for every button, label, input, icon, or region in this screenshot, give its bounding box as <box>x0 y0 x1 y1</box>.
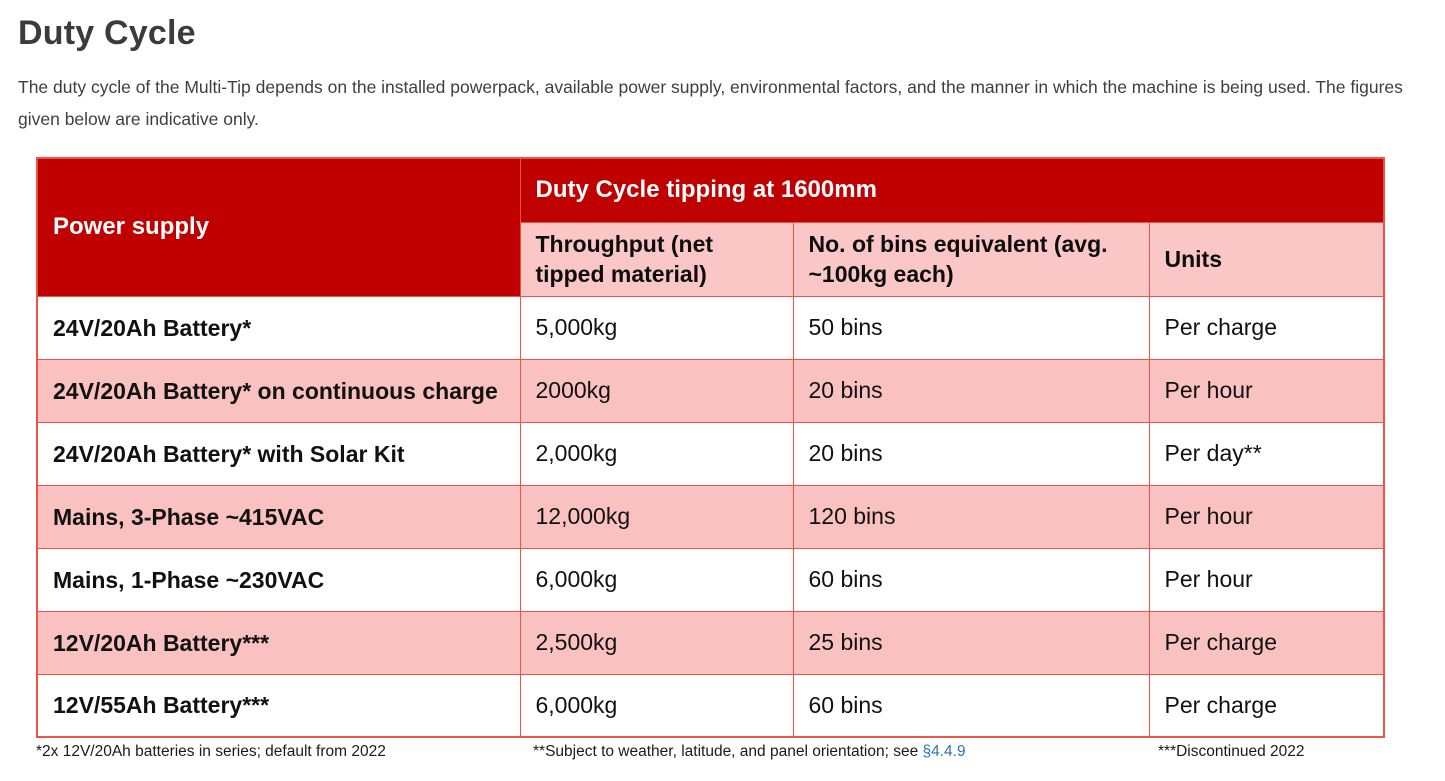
footnote-solar: **Subject to weather, latitude, and pane… <box>533 743 966 761</box>
power-supply-cell: Mains, 1-Phase ~230VAC <box>36 547 521 612</box>
power-supply-cell: 24V/20Ah Battery* on continuous charge <box>36 358 521 423</box>
footnote-solar-text: **Subject to weather, latitude, and pane… <box>533 743 923 760</box>
throughput-cell: 2000kg <box>519 358 794 423</box>
table-row: 12V/55Ah Battery*** 6,000kg 60 bins Per … <box>36 673 1385 738</box>
power-supply-cell: 12V/20Ah Battery*** <box>36 610 521 675</box>
units-cell: Per charge <box>1148 295 1385 360</box>
col-header-throughput: Throughput (net tipped material) <box>519 221 794 297</box>
power-supply-cell: 12V/55Ah Battery*** <box>36 673 521 738</box>
throughput-cell: 2,500kg <box>519 610 794 675</box>
duty-cycle-table: Power supply Duty Cycle tipping at 1600m… <box>36 157 1385 738</box>
power-supply-cell: 24V/20Ah Battery* with Solar Kit <box>36 421 521 486</box>
bins-cell: 20 bins <box>792 358 1150 423</box>
throughput-cell: 12,000kg <box>519 484 794 549</box>
bins-cell: 50 bins <box>792 295 1150 360</box>
col-header-units: Units <box>1148 221 1385 297</box>
footnote-discontinued: ***Discontinued 2022 <box>1158 743 1305 760</box>
throughput-cell: 6,000kg <box>519 547 794 612</box>
bins-cell: 120 bins <box>792 484 1150 549</box>
bins-cell: 60 bins <box>792 547 1150 612</box>
intro-paragraph: The duty cycle of the Multi-Tip depends … <box>18 77 1403 129</box>
footnotes-row: *2x 12V/20Ah batteries in series; defaul… <box>36 741 1383 767</box>
units-cell: Per charge <box>1148 673 1385 738</box>
bins-cell: 25 bins <box>792 610 1150 675</box>
table-row: 12V/20Ah Battery*** 2,500kg 25 bins Per … <box>36 610 1385 675</box>
throughput-cell: 5,000kg <box>519 295 794 360</box>
col-header-power-supply: Power supply <box>36 157 521 297</box>
throughput-cell: 6,000kg <box>519 673 794 738</box>
table-row: 24V/20Ah Battery* on continuous charge 2… <box>36 358 1385 423</box>
header-row-sub: Throughput (net tipped material) No. of … <box>37 221 1385 297</box>
bins-cell: 60 bins <box>792 673 1150 738</box>
table-row: Mains, 3-Phase ~415VAC 12,000kg 120 bins… <box>36 484 1385 549</box>
units-cell: Per day** <box>1148 421 1385 486</box>
units-cell: Per hour <box>1148 358 1385 423</box>
throughput-cell: 2,000kg <box>519 421 794 486</box>
table-row: 24V/20Ah Battery* 5,000kg 50 bins Per ch… <box>36 295 1385 360</box>
page-title: Duty Cycle <box>18 14 196 52</box>
units-cell: Per hour <box>1148 547 1385 612</box>
units-cell: Per charge <box>1148 610 1385 675</box>
col-header-bins: No. of bins equivalent (avg. ~100kg each… <box>792 221 1150 297</box>
table-row: Mains, 1-Phase ~230VAC 6,000kg 60 bins P… <box>36 547 1385 612</box>
header-row-group: Power supply Duty Cycle tipping at 1600m… <box>36 157 1385 297</box>
section-4-4-9-link[interactable]: §4.4.9 <box>922 743 966 760</box>
table-row: 24V/20Ah Battery* with Solar Kit 2,000kg… <box>36 421 1385 486</box>
bins-cell: 20 bins <box>792 421 1150 486</box>
power-supply-cell: Mains, 3-Phase ~415VAC <box>36 484 521 549</box>
power-supply-cell: 24V/20Ah Battery* <box>36 295 521 360</box>
footnote-battery-series: *2x 12V/20Ah batteries in series; defaul… <box>36 743 386 760</box>
group-header-duty-cycle: Duty Cycle tipping at 1600mm <box>519 157 1385 223</box>
units-cell: Per hour <box>1148 484 1385 549</box>
